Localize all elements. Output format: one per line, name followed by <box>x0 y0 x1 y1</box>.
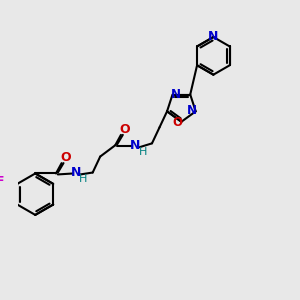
Text: N: N <box>208 30 219 43</box>
Text: H: H <box>79 174 88 184</box>
Text: N: N <box>70 166 81 179</box>
Text: N: N <box>187 104 197 117</box>
Text: O: O <box>172 116 183 129</box>
Text: N: N <box>171 88 181 101</box>
Text: H: H <box>138 147 147 157</box>
Text: O: O <box>119 123 130 136</box>
Text: N: N <box>130 139 140 152</box>
Text: F: F <box>0 176 4 188</box>
Text: O: O <box>60 151 71 164</box>
